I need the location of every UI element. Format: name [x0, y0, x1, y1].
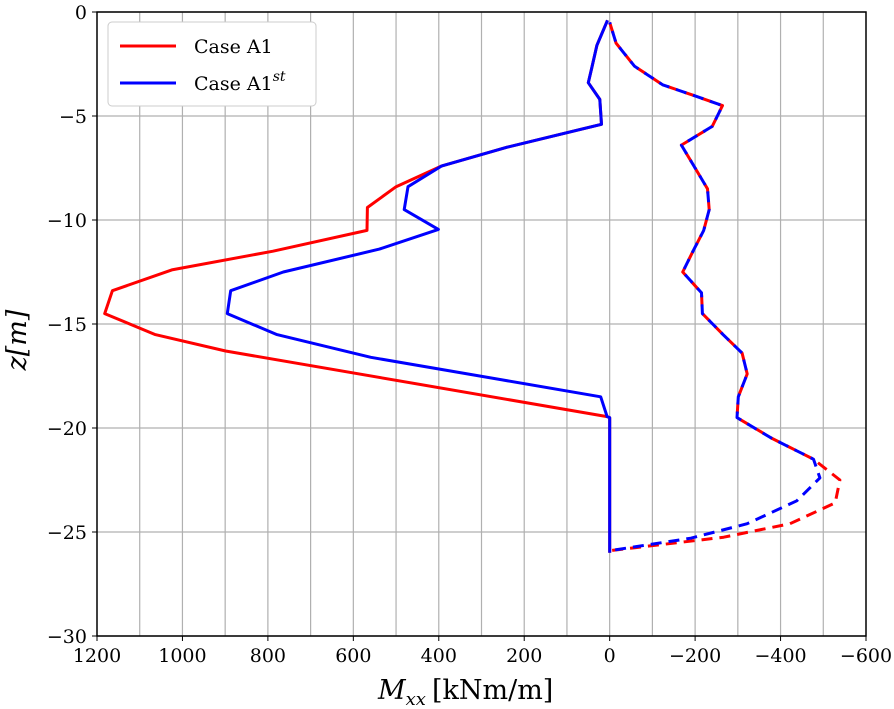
series-line-case-a1-dashed- [608, 21, 842, 553]
series-group [103, 19, 842, 553]
x-tick-label: 0 [604, 645, 616, 667]
legend: Case A1 Case A1st [107, 21, 317, 107]
y-tick-label: −10 [47, 210, 87, 232]
y-tick-label: −20 [47, 418, 87, 440]
x-tick-label: −400 [754, 645, 806, 667]
y-tick-label: −15 [47, 314, 87, 336]
legend-label-case-a1: Case A1 [194, 36, 273, 58]
x-axis-label: Mxx [kNm/m] [377, 675, 553, 709]
y-tick-label: −30 [47, 626, 87, 648]
x-tick-label: 1200 [73, 645, 121, 667]
y-axis-label: z[m] [2, 309, 33, 371]
x-tick-label: −600 [840, 645, 892, 667]
series-line-case-a1-st [225, 19, 612, 553]
y-tick-label: −25 [47, 522, 87, 544]
x-tick-label: 400 [421, 645, 457, 667]
y-tick-label: −5 [59, 106, 87, 128]
x-tick-label: 600 [335, 645, 371, 667]
series-line-case-a1-st-dashed- [608, 21, 822, 553]
x-tick-label: 1000 [158, 645, 206, 667]
legend-label-case-a1st: Case A1st [194, 69, 286, 95]
x-tick-label: 800 [250, 645, 286, 667]
x-tick-label: −200 [669, 645, 721, 667]
legend-box [107, 21, 317, 107]
y-tick-label: 0 [75, 2, 87, 24]
ticks: 1200 1000 800 600 400 200 0 −200 −400 −600 0 −5 −10 −… [47, 2, 892, 667]
x-tick-label: 200 [506, 645, 542, 667]
